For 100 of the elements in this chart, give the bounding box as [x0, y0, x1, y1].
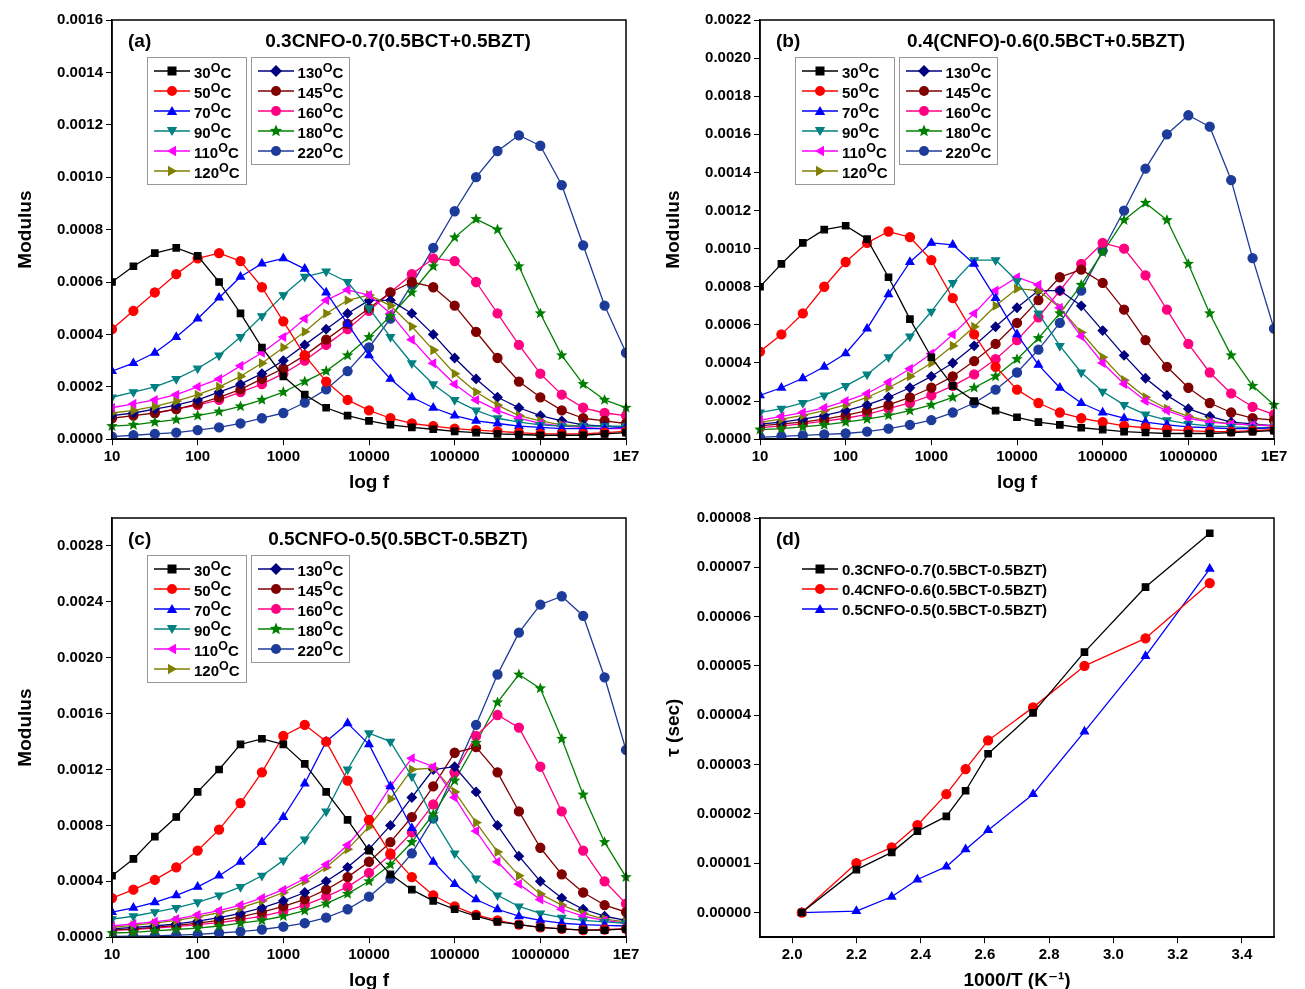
y-tick-label: 0.0000 — [705, 429, 751, 447]
x-tick-label: 1000 — [914, 447, 949, 465]
y-tick-label: 0.0004 — [57, 871, 104, 889]
y-axis-title: τ (sec) — [661, 698, 683, 757]
legend-label: 130$^{O}$C — [297, 61, 344, 81]
x-axis-title: log f — [348, 470, 390, 492]
y-tick-label: 0.0020 — [705, 48, 751, 66]
legend-label: 180$^{O}$C — [297, 121, 344, 141]
x-tick-label: 1E7 — [612, 945, 640, 963]
y-tick-label: 0.0010 — [57, 167, 103, 185]
y-tick-label: 0.0028 — [57, 536, 103, 554]
x-tick-label: 100 — [185, 447, 211, 465]
y-tick-label: 0.0012 — [705, 200, 751, 218]
y-tick-label: 0.0006 — [57, 272, 103, 290]
x-tick-label: 1E7 — [1260, 447, 1288, 465]
legend-label: 30$^{O}$C — [842, 61, 880, 81]
x-tick-label: 2.4 — [910, 945, 932, 963]
legend-label: 120$^{O}$C — [842, 161, 888, 181]
y-tick-label: 0.00003 — [696, 754, 751, 772]
legend-label: 70$^{O}$C — [842, 101, 880, 121]
x-tick-label: 100000 — [1077, 447, 1128, 465]
y-tick-label: 0.0008 — [57, 815, 103, 833]
legend-label: 110$^{O}$C — [842, 141, 887, 161]
legend-label: 90$^{O}$C — [842, 121, 880, 141]
legend-label: 120$^{O}$C — [194, 659, 240, 679]
x-tick-label: 1000000 — [511, 447, 570, 465]
legend-label: 90$^{O}$C — [194, 121, 232, 141]
x-tick-label: 10000 — [348, 447, 390, 465]
annotation: (c) — [128, 528, 152, 550]
legend-label: 180$^{O}$C — [945, 121, 992, 141]
x-axis-title: log f — [996, 470, 1038, 492]
y-axis-title: Modulus — [13, 688, 35, 767]
text: 0.4(CNFO)-0.6(0.5BCT+0.5BZT) — [905, 30, 1187, 52]
legend-label: 0.5CNFO-0.5(0.5BCT-0.5BZT) — [842, 600, 1048, 618]
x-tick-label: 3.0 — [1102, 945, 1124, 963]
annotation: (b) — [776, 30, 801, 52]
annotation: (d) — [776, 528, 801, 550]
y-tick-label: 0.00000 — [696, 902, 751, 920]
legend-label: 110$^{O}$C — [194, 639, 239, 659]
x-tick-label: 1E7 — [612, 447, 640, 465]
y-tick-label: 0.0014 — [57, 62, 104, 80]
legend-label: 145$^{O}$C — [297, 579, 344, 599]
y-tick-label: 0.0008 — [57, 219, 103, 237]
legend-label: 145$^{O}$C — [945, 81, 992, 101]
legend-label: 160$^{O}$C — [297, 599, 344, 619]
y-tick-label: 0.0012 — [57, 759, 103, 777]
x-tick-label: 10 — [103, 447, 121, 465]
x-tick-label: 10000 — [996, 447, 1038, 465]
x-tick-label: 10 — [751, 447, 769, 465]
y-tick-label: 0.0000 — [57, 927, 103, 945]
text: 0.3CNFO-0.7(0.5BCT+0.5BZT) — [264, 30, 532, 52]
legend-label: 220$^{O}$C — [297, 639, 344, 659]
y-tick-label: 0.00001 — [696, 853, 751, 871]
legend-label: 0.4CNFO-0.6(0.5BCT-0.5BZT) — [842, 580, 1048, 598]
y-tick-label: 0.0014 — [705, 162, 752, 180]
text: 0.5CNFO-0.5(0.5BCT-0.5BZT) — [267, 528, 529, 550]
y-tick-label: 0.00004 — [696, 705, 752, 723]
x-tick-label: 100 — [185, 945, 211, 963]
legend-label: 0.3CNFO-0.7(0.5BCT-0.5BZT) — [842, 560, 1048, 578]
y-tick-label: 0.0022 — [705, 10, 751, 28]
legend-label: 70$^{O}$C — [194, 101, 232, 121]
legend-label: 145$^{O}$C — [297, 81, 344, 101]
legend-label: 50$^{O}$C — [194, 81, 232, 101]
legend-label: 50$^{O}$C — [194, 579, 232, 599]
y-tick-label: 0.00005 — [696, 656, 751, 674]
y-tick-label: 0.0004 — [57, 324, 104, 342]
y-tick-label: 0.0012 — [57, 114, 103, 132]
y-tick-label: 0.0006 — [705, 315, 751, 333]
x-tick-label: 10 — [103, 945, 121, 963]
y-tick-label: 0.0010 — [705, 238, 751, 256]
legend-label: 110$^{O}$C — [194, 141, 239, 161]
legend-label: 130$^{O}$C — [297, 559, 344, 579]
legend-label: 30$^{O}$C — [194, 61, 232, 81]
x-tick-label: 100000 — [429, 447, 480, 465]
y-tick-label: 0.00008 — [696, 508, 751, 526]
x-tick-label: 1000000 — [1159, 447, 1218, 465]
x-axis-title: log f — [348, 968, 390, 989]
legend-label: 70$^{O}$C — [194, 599, 232, 619]
y-tick-label: 0.0024 — [57, 591, 104, 609]
y-tick-label: 0.00007 — [696, 557, 751, 575]
legend-label: 130$^{O}$C — [945, 61, 992, 81]
legend-label: 160$^{O}$C — [297, 101, 344, 121]
legend-label: 180$^{O}$C — [297, 619, 344, 639]
x-tick-label: 10000 — [348, 945, 390, 963]
y-tick-label: 0.0004 — [705, 353, 752, 371]
y-tick-label: 0.0016 — [57, 10, 103, 28]
legend-label: 90$^{O}$C — [194, 619, 232, 639]
y-axis-title: Modulus — [661, 190, 683, 269]
x-tick-label: 3.2 — [1167, 945, 1189, 963]
x-tick-label: 1000000 — [511, 945, 570, 963]
x-tick-label: 1000 — [266, 945, 301, 963]
y-tick-label: 0.0016 — [57, 703, 103, 721]
legend-label: 160$^{O}$C — [945, 101, 992, 121]
annotation: (a) — [128, 30, 152, 52]
x-tick-label: 2.8 — [1038, 945, 1060, 963]
x-tick-label: 2.2 — [845, 945, 867, 963]
y-tick-label: 0.0002 — [705, 391, 751, 409]
y-tick-label: 0.0002 — [57, 376, 103, 394]
y-tick-label: 0.0018 — [705, 86, 751, 104]
legend-label: 220$^{O}$C — [945, 141, 992, 161]
